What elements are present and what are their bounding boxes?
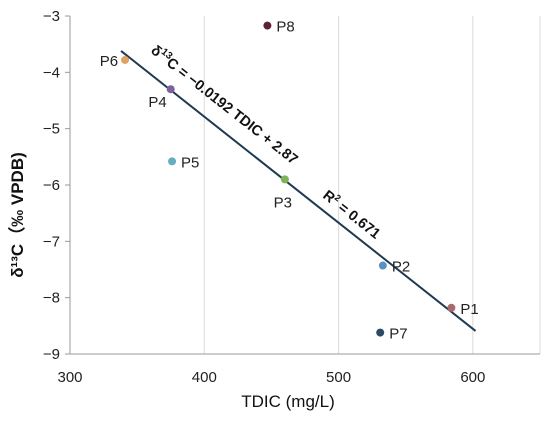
point-label-p7: P7 — [389, 326, 407, 343]
y-tick-label: −6 — [43, 177, 60, 194]
y-axis-title: δ¹³C（‰ VPDB) — [7, 152, 27, 278]
axes — [65, 15, 540, 355]
data-points: P1 P2 P3 P4 P5 P6 P7 P8 — [100, 19, 479, 343]
point-label-p4: P4 — [148, 94, 166, 111]
tick-labels: −3 −4 −5 −6 −7 −8 −9 300 400 500 600 — [43, 8, 485, 386]
point-label-p5: P5 — [181, 154, 199, 171]
data-point-p7 — [376, 328, 385, 337]
x-axis-title: TDIC (mg/L) — [241, 392, 335, 411]
x-tick-label: 400 — [192, 369, 217, 386]
regression-equation: δ13C = −0.0192 TDIC + 2.87 — [148, 41, 302, 168]
equation-body: C = −0.0192 TDIC + 2.87 — [163, 55, 300, 168]
point-label-p6: P6 — [100, 53, 118, 70]
data-point-p8 — [263, 21, 272, 30]
trendline — [120, 50, 477, 332]
r2-superscript: 2 — [333, 193, 343, 204]
x-tick-label: 300 — [57, 369, 82, 386]
r2-value: = 0.671 — [332, 197, 383, 242]
point-label-p1: P1 — [460, 301, 478, 318]
data-point-p1 — [447, 303, 456, 312]
y-tick-label: −7 — [43, 233, 60, 250]
data-point-p6 — [121, 55, 130, 64]
y-tick-label: −4 — [43, 64, 60, 81]
y-tick-label: −3 — [43, 8, 60, 25]
trendline-layer — [120, 50, 477, 332]
x-tick-label: 600 — [460, 369, 485, 386]
x-tick-label: 500 — [326, 369, 351, 386]
point-label-p3: P3 — [274, 194, 292, 211]
data-point-p4 — [166, 85, 175, 94]
y-tick-label: −8 — [43, 290, 60, 307]
data-point-p2 — [378, 261, 387, 270]
grid-lines — [203, 16, 541, 354]
y-tick-label: −5 — [43, 121, 60, 138]
point-label-p2: P2 — [392, 259, 410, 276]
y-tick-label: −9 — [43, 346, 60, 363]
data-point-p5 — [168, 157, 177, 166]
data-point-p3 — [280, 175, 289, 184]
point-label-p8: P8 — [276, 19, 294, 36]
